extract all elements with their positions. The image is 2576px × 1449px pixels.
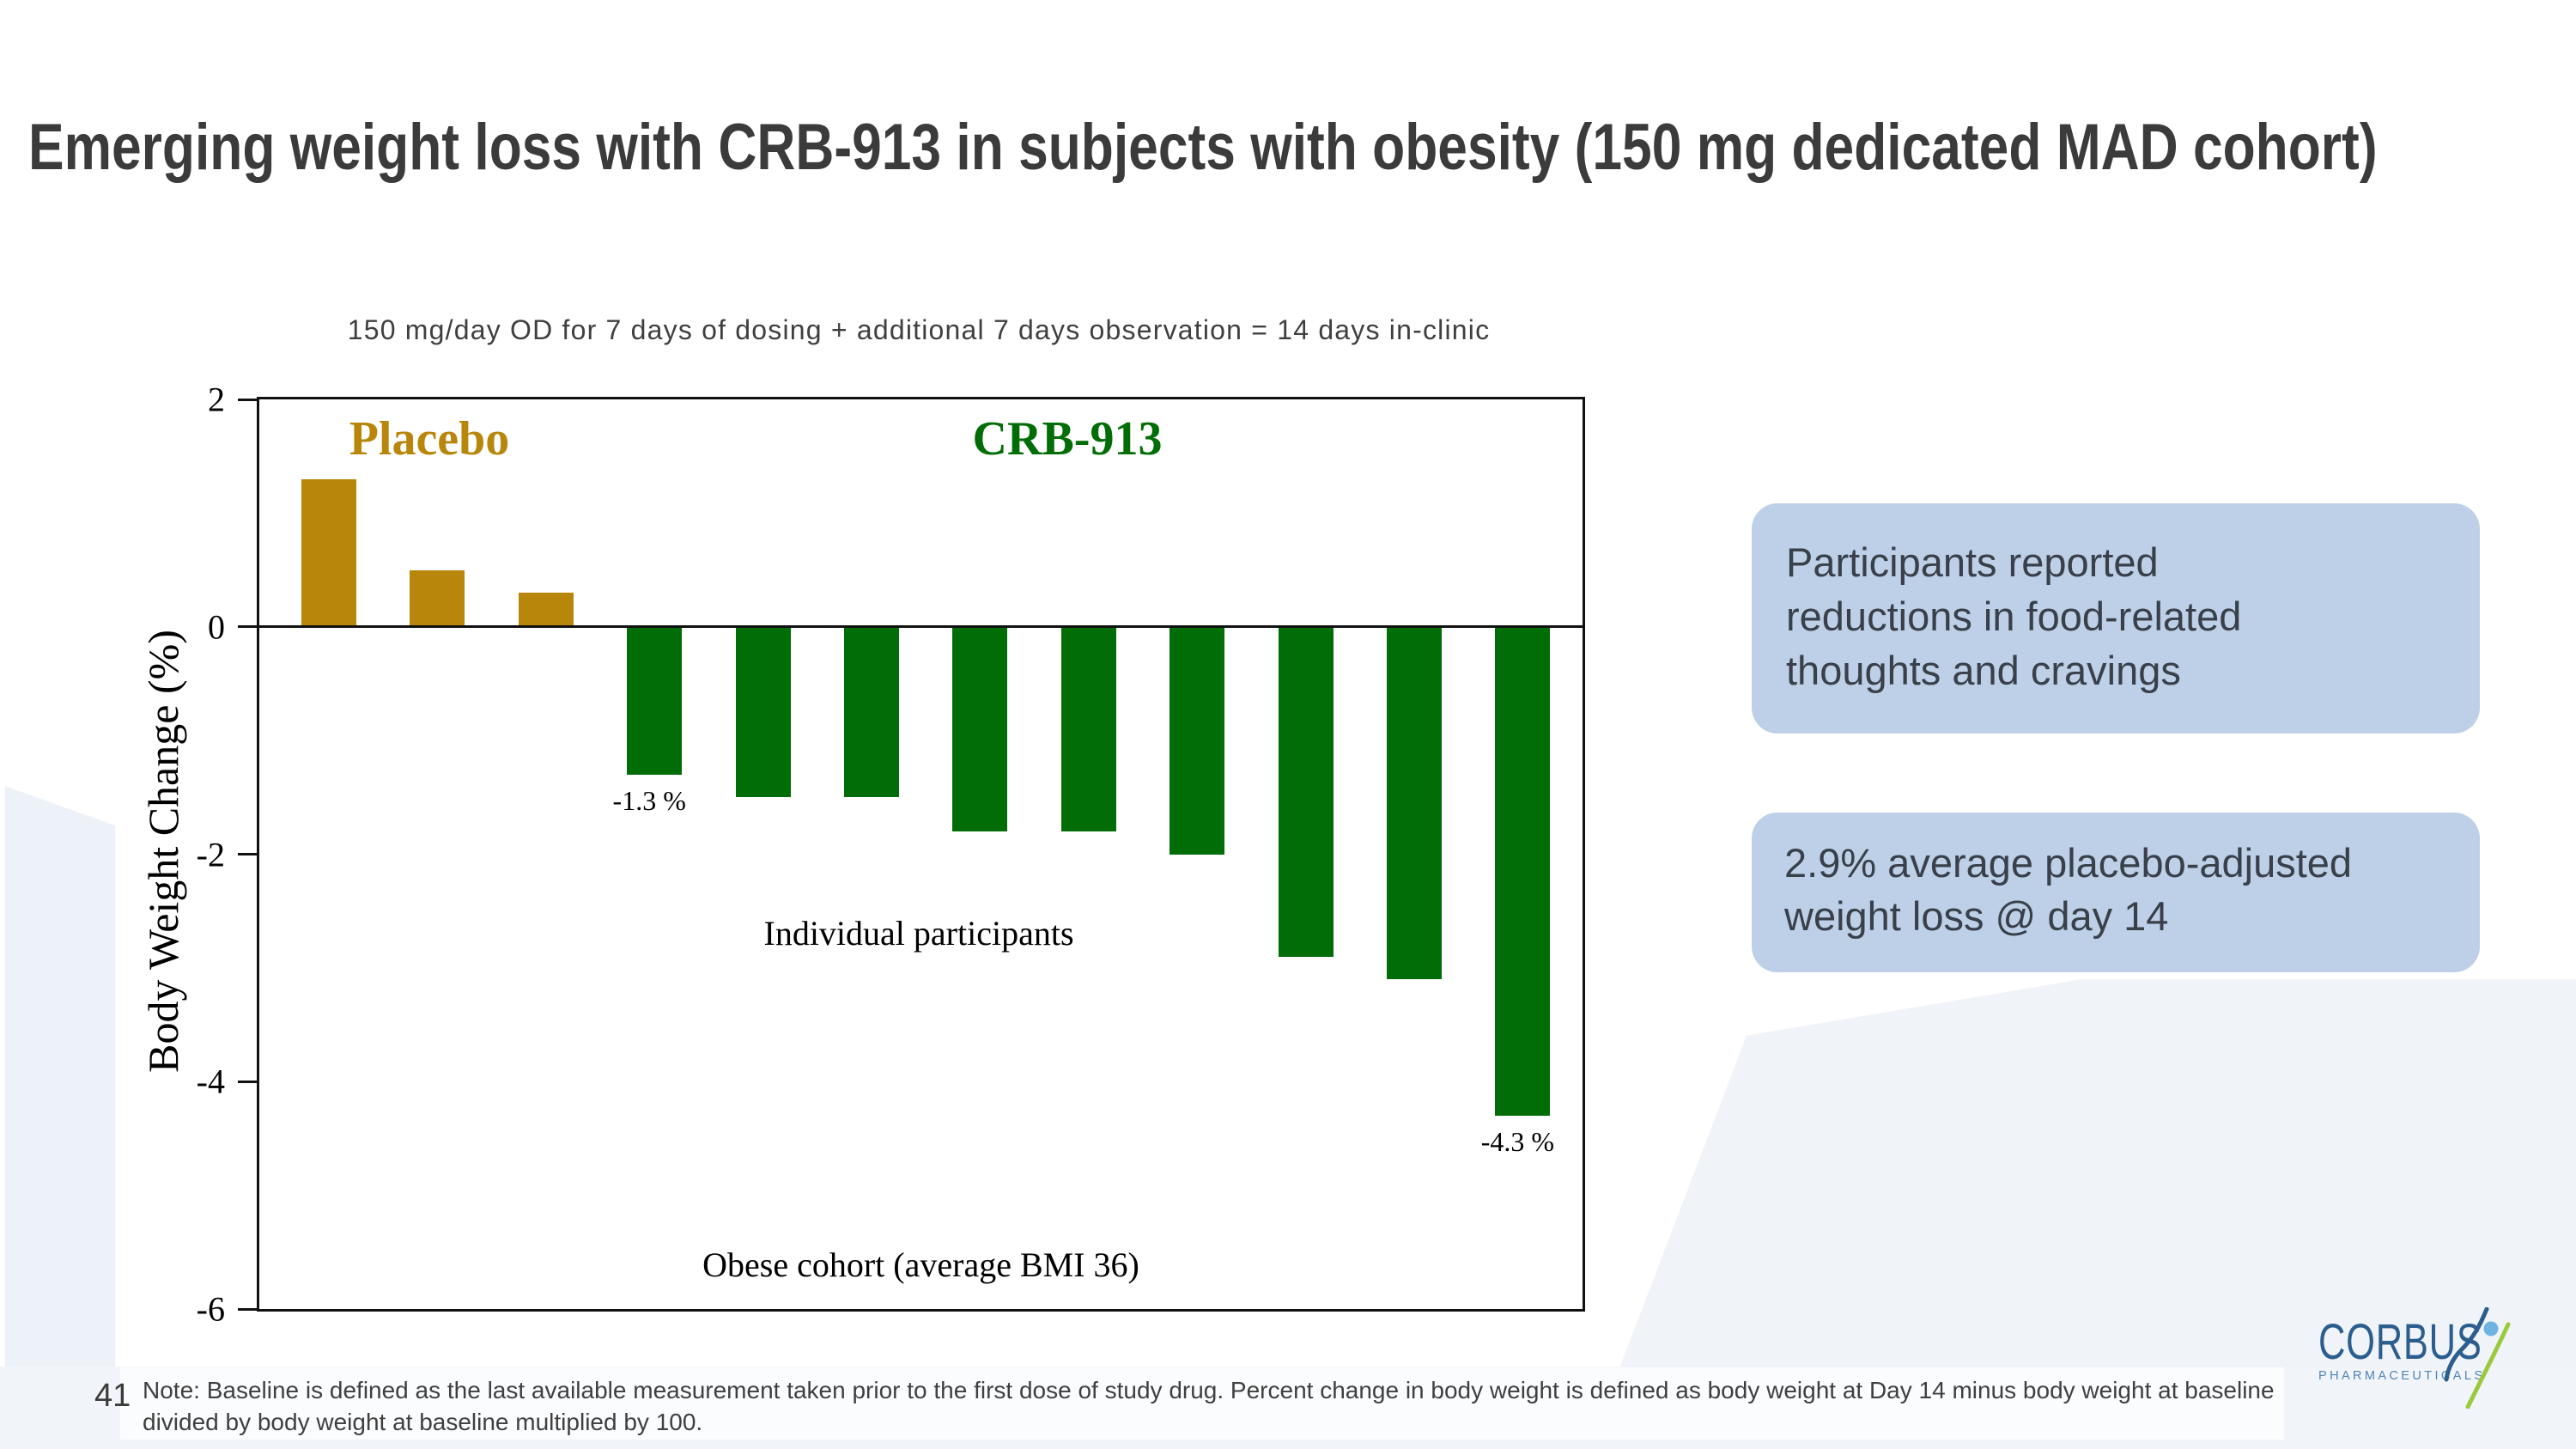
cohort-label: Obese cohort (average BMI 36) [702,1245,1139,1284]
callout-weight-loss: 2.9% average placebo-adjusted weight los… [1752,813,2480,972]
logo-subtitle: PHARMACEUTICALS [2318,1369,2486,1383]
bar-crb-913-10 [1278,626,1334,957]
bar-crb-913-8 [1060,626,1116,832]
y-tick-mark [238,398,257,401]
y-tick-label: -6 [196,1289,225,1329]
page-number: 41 [94,1378,131,1414]
y-tick-mark [238,1080,257,1083]
series-label-placebo: Placebo [349,412,510,466]
bar-value-label: -1.3 % [612,784,686,816]
bar-placebo-3 [518,593,574,627]
bar-placebo-2 [410,569,465,627]
bar-value-label: -4.3 % [1480,1125,1555,1157]
zero-baseline [259,625,1583,629]
note-background [120,1367,2284,1440]
callout-line: weight loss @ day 14 [1784,893,2169,939]
bar-crb-913-4 [627,626,683,775]
footnote-line: divided by body weight at baseline multi… [143,1409,703,1435]
y-tick-label: -4 [196,1062,225,1101]
bar-crb-913-11 [1387,626,1442,980]
footnote-line: Note: Baseline is defined as the last av… [143,1377,2275,1403]
bar-crb-913-12 [1495,626,1551,1116]
callout-line: thoughts and cravings [1786,648,2181,693]
background-wash-left [4,786,116,1449]
y-tick-mark [238,1307,257,1311]
callout-line: Participants reported [1786,539,2159,585]
footnote: Note: Baseline is defined as the last av… [143,1374,2275,1438]
x-axis-title: Individual participants [763,914,1074,953]
chart-title: 150 mg/day OD for 7 days of dosing + add… [347,314,1491,345]
callout-line: 2.9% average placebo-adjusted [1784,840,2353,886]
callout-line: reductions in food-related [1786,594,2242,639]
page-title: Emerging weight loss with CRB-913 in sub… [28,111,2378,184]
y-tick-label: 2 [208,380,225,419]
bar-crb-913-7 [952,626,1008,832]
bar-chart-plot-area: Obese cohort (average BMI 36) 2 0 -2 -4 -6 -1… [197,381,1585,1329]
y-tick-mark [238,853,257,855]
bar-placebo-1 [301,478,356,627]
y-tick-mark [238,625,257,629]
bar-crb-913-9 [1170,626,1225,855]
series-label-crb-913: CRB-913 [972,412,1163,466]
y-tick-label: 0 [208,607,225,647]
y-tick-label: -2 [196,835,225,874]
callout-food-cravings: Participants reported reductions in food… [1752,503,2480,734]
logo-person-icon [2444,1307,2511,1409]
bar-crb-913-5 [735,626,791,798]
bar-crb-913-6 [844,626,899,798]
